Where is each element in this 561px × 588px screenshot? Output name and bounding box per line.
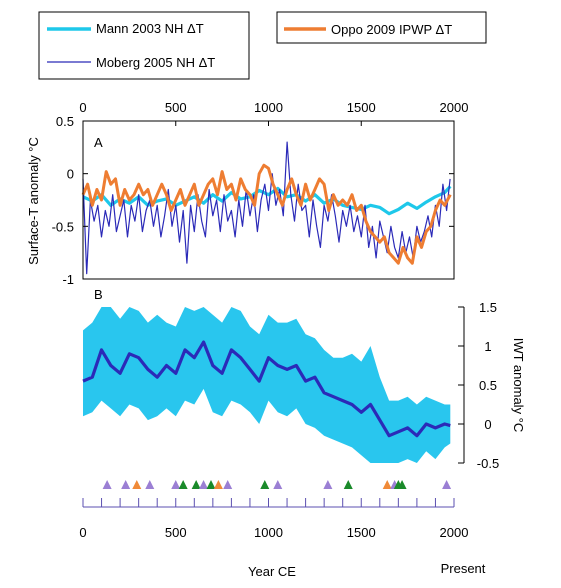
panel-a-label: A (94, 135, 103, 150)
panel-b-ytick-label: 0 (484, 417, 491, 432)
marker-triangle-purple (199, 480, 209, 489)
panel-a: 0 500 1000 1500 2000 0.5 0 -0.5 -1 A Surface-T … (26, 100, 468, 287)
panel-b-ytick-label: 1.5 (479, 300, 497, 315)
legend-right: Oppo 2009 IPWP ΔT (276, 11, 487, 44)
panel-a-xtick-label: 2000 (440, 100, 469, 115)
series-line-oppo (81, 163, 452, 265)
panel-a-ytick-label: 0 (67, 167, 74, 182)
series-line-moberg (82, 141, 451, 275)
legend-label-mann: Mann 2003 NH ΔT (96, 21, 204, 36)
panel-b-ytick-label: -0.5 (477, 456, 499, 471)
x-axis-title: Year CE (248, 564, 296, 579)
bottom-axis-tick-label: 500 (165, 525, 187, 540)
panel-b-ytick-label: 1 (484, 339, 491, 354)
marker-triangle-purple (102, 480, 112, 489)
legend-label-oppo: Oppo 2009 IPWP ΔT (331, 22, 452, 37)
marker-triangle-green (260, 480, 270, 489)
panel-a-ytick-label: -1 (62, 272, 74, 287)
series-line-mann (82, 185, 452, 216)
marker-triangle-orange (213, 480, 223, 489)
panel-b: B 1.5 1 0.5 0 -0.5 IWT anomaly °C (82, 287, 526, 471)
legend-label-moberg: Moberg 2005 NH ΔT (96, 55, 215, 70)
bottom-axis-tick-label: 1000 (254, 525, 283, 540)
panel-b-y-axis: 1.5 1 0.5 0 -0.5 (458, 300, 499, 471)
x-axis-end-label: Present (441, 561, 486, 576)
bottom-axis-tick-label: 0 (79, 525, 86, 540)
marker-triangle-purple (121, 480, 131, 489)
panel-a-top-ticks: 0 500 1000 1500 2000 (79, 100, 468, 126)
marker-triangle-purple (223, 480, 233, 489)
panel-b-series (82, 307, 451, 463)
panel-b-ylabel: IWT anomaly °C (511, 338, 526, 433)
panel-b-ytick-label: 0.5 (479, 378, 497, 393)
panel-a-ytick-label: 0.5 (56, 114, 74, 129)
marker-triangle-green (178, 480, 188, 489)
panel-a-ylabel: Surface-T anomaly °C (26, 137, 41, 265)
marker-triangle-purple (145, 480, 155, 489)
panel-a-y-ticks: 0.5 0 -0.5 -1 (52, 114, 454, 287)
marker-triangle-purple (171, 480, 181, 489)
marker-triangle-green (206, 480, 216, 489)
panel-a-series (81, 141, 452, 275)
bottom-axis-tick-label: 1500 (347, 525, 376, 540)
panel-b-label: B (94, 287, 103, 302)
panel-a-xtick-label: 1000 (254, 100, 283, 115)
marker-triangle-purple (323, 480, 333, 489)
bottom-axis-tick-label: 2000 (440, 525, 469, 540)
marker-triangle-green (343, 480, 353, 489)
panel-a-ytick-label: -0.5 (52, 219, 74, 234)
legend-left-frame (38, 11, 250, 80)
marker-row (102, 480, 452, 489)
marker-triangle-purple (273, 480, 283, 489)
marker-triangle-green (191, 480, 201, 489)
mean-line (82, 340, 451, 438)
panel-a-xtick-label: 1500 (347, 100, 376, 115)
marker-triangle-orange (382, 480, 392, 489)
marker-triangle-purple (442, 480, 452, 489)
bottom-axis: 0 500 1000 1500 2000 (79, 498, 468, 540)
uncertainty-band (83, 307, 451, 463)
panel-a-xtick-label: 0 (79, 100, 86, 115)
panel-a-xtick-label: 500 (165, 100, 187, 115)
marker-triangle-orange (132, 480, 142, 489)
legend-left: Mann 2003 NH ΔT Moberg 2005 NH ΔT (38, 11, 250, 80)
marker-triangle-green (397, 480, 407, 489)
